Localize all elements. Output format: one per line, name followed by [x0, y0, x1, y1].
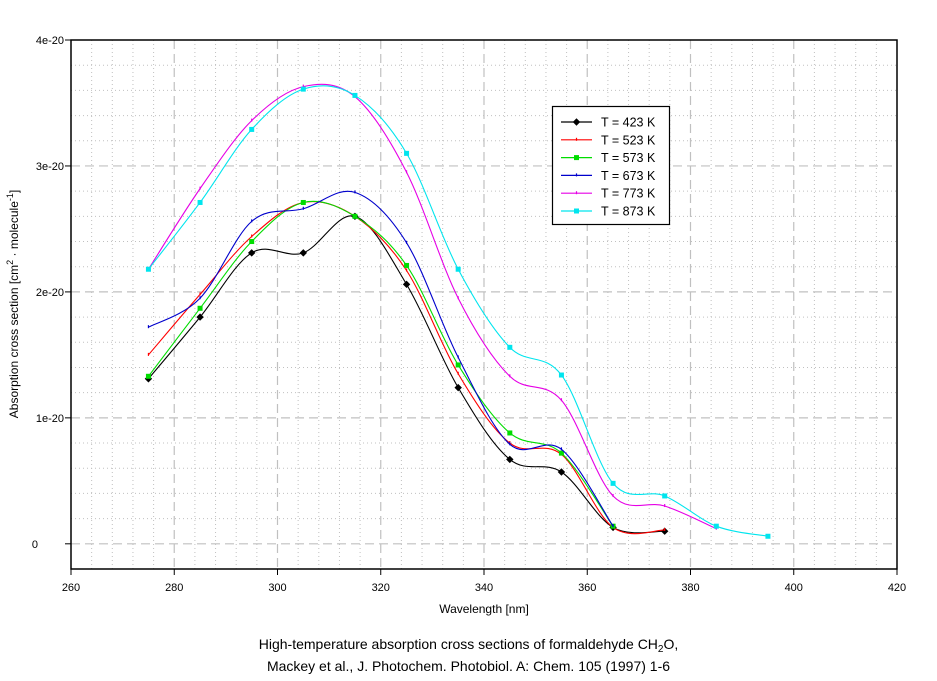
x-tick-label: 420 — [888, 582, 906, 594]
y-axis-title-sup1: 2 — [5, 260, 15, 265]
data-point — [610, 480, 616, 486]
y-tick-label: 0 — [32, 539, 38, 551]
data-point — [455, 266, 461, 272]
legend-box — [551, 105, 671, 226]
data-point — [145, 373, 151, 379]
y-tick-label: 1e-20 — [36, 413, 64, 425]
y-axis-title-middle: · molecule — [7, 201, 21, 260]
data-point — [402, 280, 411, 289]
data-point — [352, 213, 358, 219]
x-tick-label: 400 — [785, 582, 803, 594]
figure-caption-line-2: Mackey et al., J. Photochem. Photobiol. … — [266, 658, 671, 674]
legend-item: T = 573 K — [561, 151, 656, 165]
legend-item: T = 523 K — [561, 133, 656, 147]
legend-label: T = 773 K — [601, 187, 656, 201]
data-point — [300, 199, 306, 205]
data-point — [196, 313, 204, 321]
data-point — [197, 199, 203, 205]
series-line — [147, 200, 614, 527]
legend-marker — [574, 208, 579, 214]
data-point — [455, 362, 461, 368]
y-axis-title-suffix: ] — [7, 190, 21, 193]
data-point — [197, 305, 203, 311]
data-point — [247, 249, 256, 257]
data-point — [765, 533, 771, 539]
x-tick-label: 300 — [268, 582, 286, 594]
y-axis-title-sup2: -1 — [5, 193, 15, 201]
data-point — [557, 468, 566, 476]
legend-label: T = 423 K — [601, 116, 656, 130]
legend-label: T = 673 K — [601, 169, 656, 183]
data-point — [662, 493, 668, 499]
x-tick-label: 360 — [578, 582, 596, 594]
x-tick-label: 260 — [62, 582, 80, 594]
series-line — [148, 201, 665, 535]
x-axis-ticks: 260 280 300 320 340 360 380 400 420 — [62, 569, 906, 594]
data-point — [300, 86, 306, 92]
series-873K — [145, 85, 771, 539]
legend-marker — [574, 155, 579, 161]
data-point — [352, 92, 358, 98]
series-line — [148, 190, 614, 527]
data-point — [145, 266, 151, 272]
y-tick-label: 2e-20 — [36, 287, 64, 299]
legend-label: T = 873 K — [601, 205, 656, 219]
legend-label: T = 523 K — [601, 133, 656, 147]
series-673K — [147, 190, 614, 528]
data-point — [507, 344, 513, 350]
x-axis-title: Wavelength [nm] — [439, 602, 529, 616]
data-point — [404, 150, 410, 156]
data-point — [249, 126, 255, 132]
caption-subscript: 2 — [657, 644, 664, 655]
x-tick-label: 320 — [372, 582, 390, 594]
y-axis-title-prefix: Absorption cross section [cm — [7, 265, 21, 418]
series-773K — [147, 83, 717, 530]
legend-marker — [572, 118, 581, 126]
data-point — [506, 455, 514, 464]
y-tick-label: 4e-20 — [36, 35, 64, 47]
legend-item: T = 423 K — [561, 116, 656, 130]
series-layer — [144, 83, 771, 539]
y-tick-label: 3e-20 — [36, 161, 64, 173]
legend: T = 423 K T = 523 K T = 573 K T = 673 K T = … — [551, 105, 671, 226]
caption-line-1-suffix: O, — [663, 636, 679, 652]
data-point — [249, 239, 255, 245]
x-tick-label: 380 — [681, 582, 699, 594]
x-tick-label: 340 — [475, 582, 493, 594]
data-point — [404, 262, 410, 268]
y-axis-ticks: 0 1e-20 2e-20 3e-20 4e-20 — [32, 35, 71, 551]
legend-label: T = 573 K — [601, 151, 656, 165]
data-point — [713, 523, 719, 529]
major-gridlines — [71, 40, 897, 569]
data-point — [558, 450, 564, 456]
data-point — [454, 383, 462, 392]
figure-caption-line-1: High-temperature absorption cross sectio… — [0, 636, 937, 655]
legend-item: T = 773 K — [561, 187, 656, 201]
data-point — [299, 249, 308, 257]
caption-line-1-prefix: High-temperature absorption cross sectio… — [258, 636, 658, 652]
data-point — [507, 430, 513, 436]
y-axis-title: Absorption cross section [cm2 · molecule… — [5, 190, 21, 418]
x-tick-label: 280 — [165, 582, 183, 594]
data-point — [558, 372, 564, 378]
legend-item: T = 673 K — [561, 169, 656, 183]
chart: 260 280 300 320 340 360 380 400 420 0 1e-20 2e-20 3… — [5, 35, 906, 616]
legend-item: T = 873 K — [561, 205, 656, 219]
